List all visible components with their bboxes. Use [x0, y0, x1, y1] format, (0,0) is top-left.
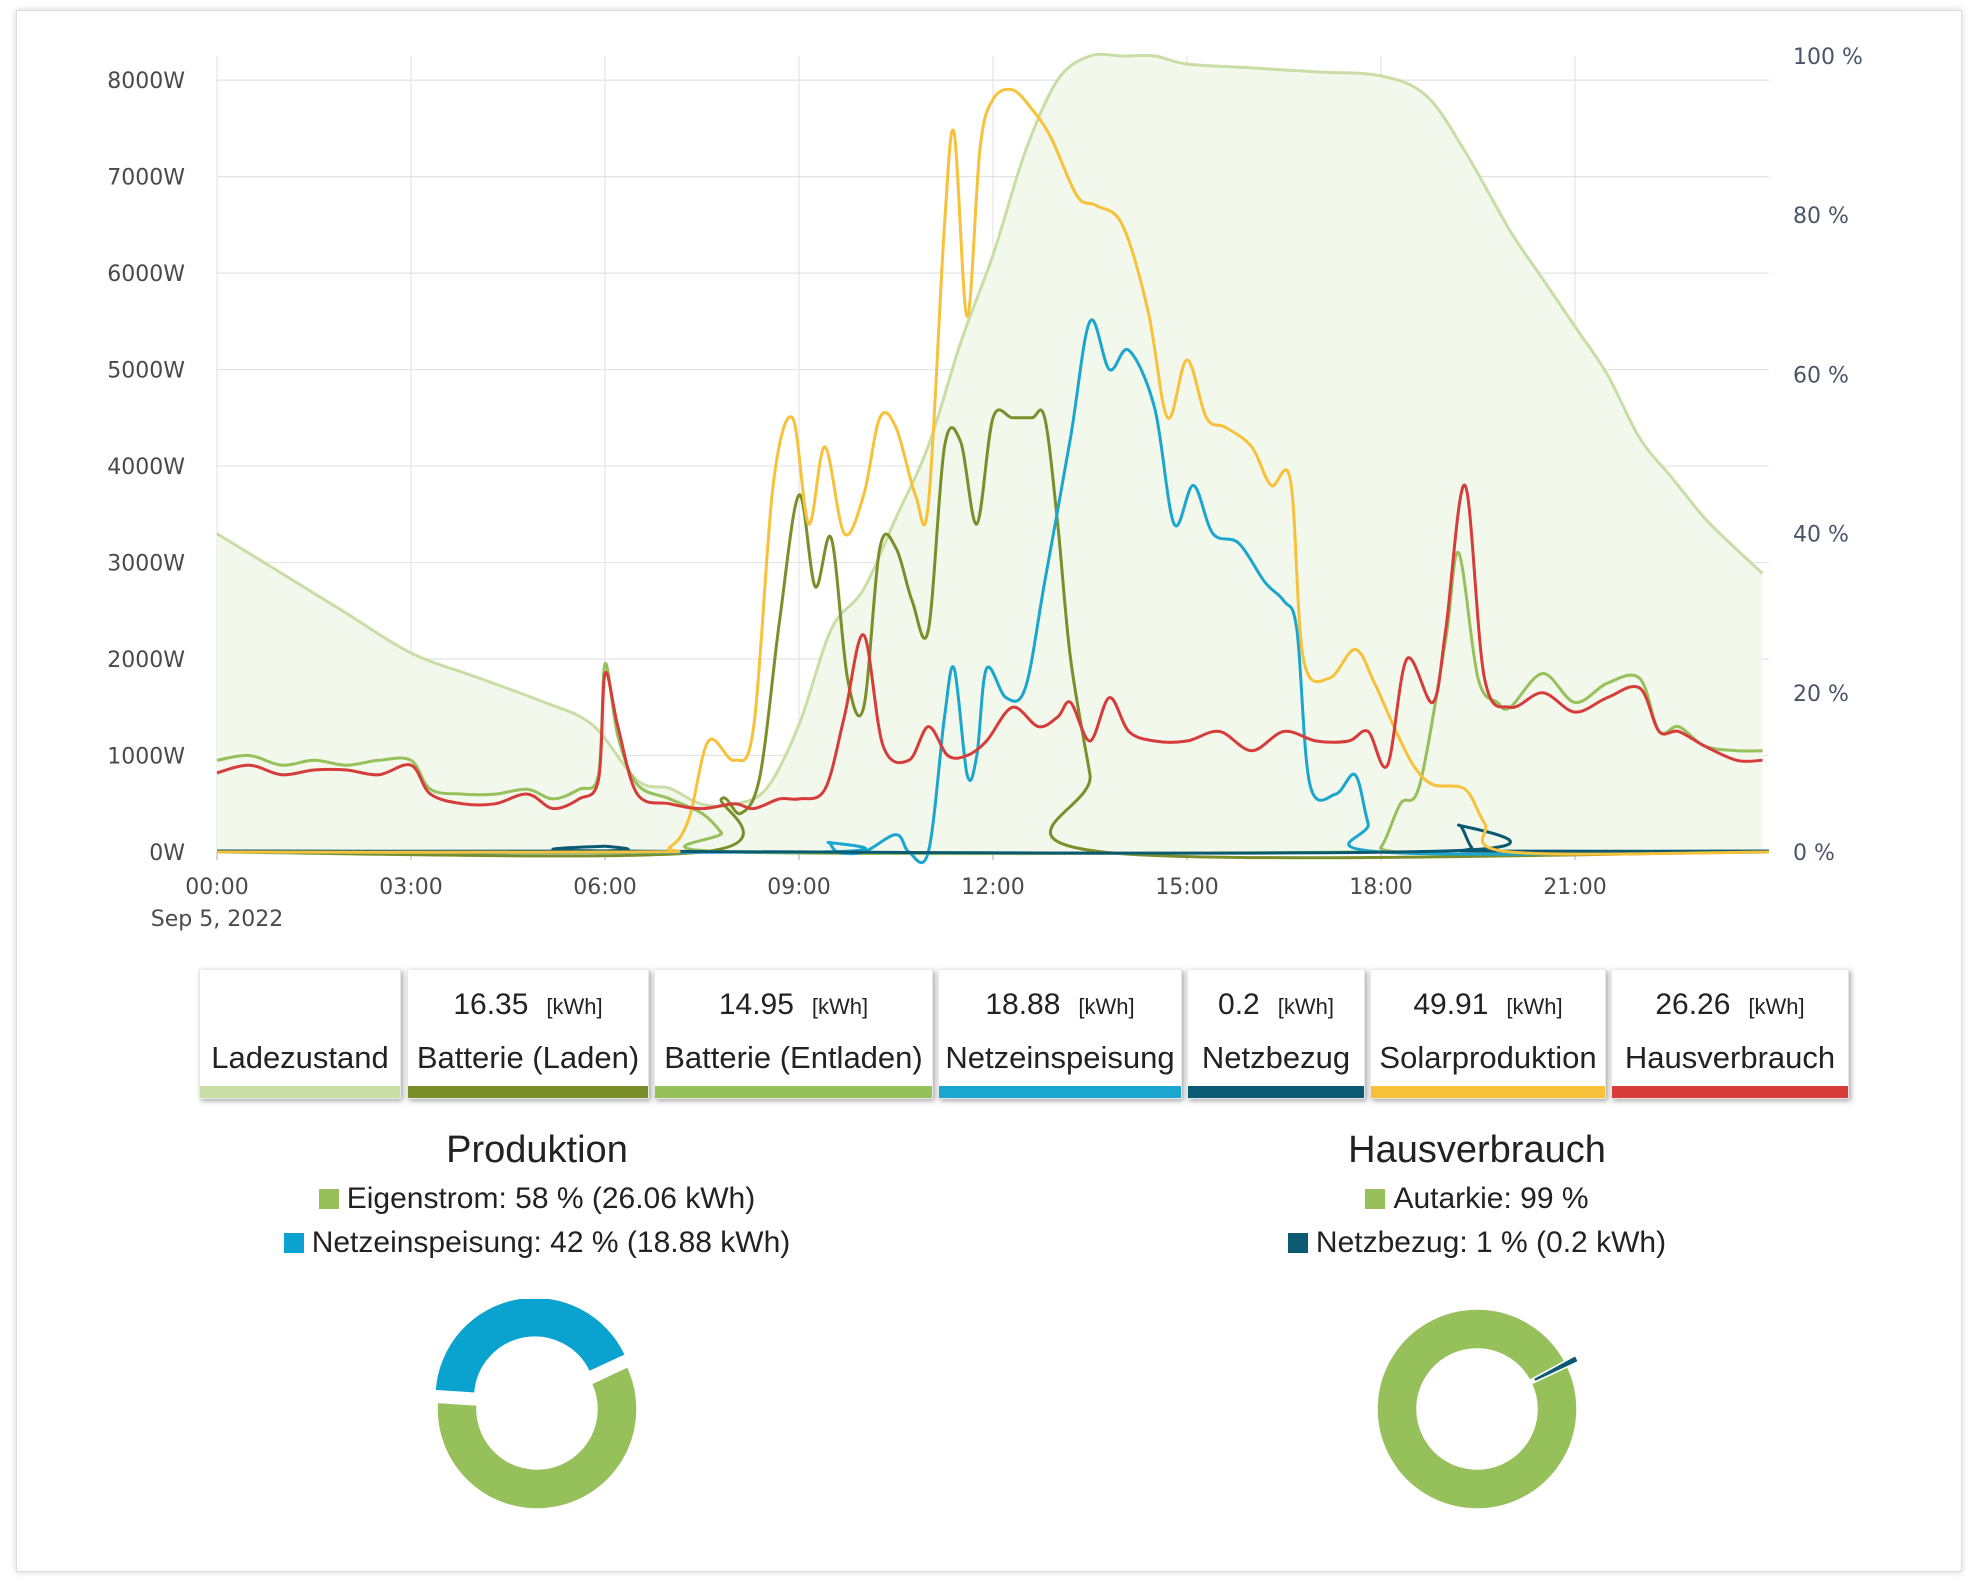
- legend-value-line: 16.35 [kWh]: [408, 988, 648, 1022]
- x-tick-label: 06:00: [573, 875, 636, 900]
- hausverbrauch-legend-autarkie: Autarkie: 99 %: [1137, 1182, 1817, 1216]
- legend-batterie-laden[interactable]: 16.35 [kWh] Batterie (Laden): [407, 969, 649, 1099]
- eigenstrom-slice[interactable]: [436, 1365, 638, 1510]
- series-line-netzeinspeisung: [216, 318, 1770, 865]
- legend-ladezustand[interactable]: Ladezustand: [199, 969, 401, 1099]
- legend-batterie-entladen[interactable]: 14.95 [kWh] Batterie (Entladen): [654, 969, 933, 1099]
- line-layer: [216, 52, 1770, 865]
- legend-color-bar: [200, 1086, 400, 1098]
- series-line-bat_laden: [216, 408, 1770, 860]
- produktion-legend-eigenstrom: Eigenstrom: 58 % (26.06 kWh): [197, 1182, 877, 1216]
- date-label: Sep 5, 2022: [151, 907, 283, 932]
- legend-unit: [kWh]: [1506, 994, 1563, 1019]
- series-area-soc: [217, 54, 1763, 852]
- x-tick-label: 21:00: [1543, 875, 1606, 900]
- legend-color-bar: [1188, 1086, 1364, 1098]
- autarkie-slice[interactable]: [1376, 1308, 1578, 1510]
- legend-value: 26.26: [1655, 988, 1731, 1021]
- legend-label: Solarproduktion: [1379, 1040, 1597, 1075]
- legend-unit: [kWh]: [546, 994, 603, 1019]
- autarkie-swatch: [1365, 1189, 1386, 1209]
- x-tick-label: 03:00: [379, 875, 442, 900]
- produktion-donut: [434, 1299, 638, 1510]
- y-right-tick-label: 20 %: [1793, 682, 1849, 707]
- netzbezug-text: Netzbezug: 1 % (0.2 kWh): [1315, 1226, 1667, 1259]
- area-layer: [217, 54, 1763, 852]
- legend-label: Netzbezug: [1201, 1040, 1351, 1075]
- legend-value-line: 14.95 [kWh]: [655, 988, 932, 1022]
- legend-label: Ladezustand: [211, 1040, 389, 1075]
- x-tick-label: 09:00: [767, 875, 830, 900]
- legend-label: Hausverbrauch: [1624, 1040, 1836, 1075]
- legend-label: Batterie (Laden): [416, 1040, 640, 1075]
- legend-color-bar: [1371, 1086, 1605, 1098]
- legend-value-line: 26.26 [kWh]: [1612, 988, 1848, 1022]
- legend-value: 18.88: [985, 988, 1061, 1021]
- series-line-hausverbrauch: [216, 483, 1763, 811]
- legend-value: 16.35: [453, 988, 529, 1021]
- legend-label: Batterie (Entladen): [664, 1040, 923, 1075]
- series-line-solar: [216, 87, 1770, 856]
- legend-netzeinspeisung[interactable]: 18.88 [kWh] Netzeinspeisung: [938, 969, 1182, 1099]
- y-left-tick-label: 3000W: [107, 552, 185, 577]
- legend-unit: [kWh]: [1078, 994, 1135, 1019]
- y-left-tick-label: 2000W: [107, 648, 185, 673]
- energy-card: 0W 1000W 2000W 3000W 4000W 5000W 6000W 7000W 800…: [16, 10, 1962, 1572]
- y-left-tick-label: 7000W: [107, 166, 185, 191]
- y-right-tick-label: 100 %: [1793, 45, 1863, 70]
- produktion-legend-netzeinspeisung: Netzeinspeisung: 42 % (18.88 kWh): [197, 1226, 877, 1260]
- hausverbrauch-donut: [1376, 1308, 1580, 1510]
- legend-unit: [kWh]: [1277, 994, 1334, 1019]
- axis-layer: 0W 1000W 2000W 3000W 4000W 5000W 6000W 7000W 800…: [107, 45, 1863, 932]
- produktion-block: Produktion Eigenstrom: 58 % (26.06 kWh) …: [197, 1129, 877, 1510]
- x-tick-label: 18:00: [1349, 875, 1412, 900]
- produktion-title: Produktion: [446, 1129, 628, 1171]
- netzbezug-swatch: [1287, 1233, 1308, 1253]
- legend-color-bar: [939, 1086, 1181, 1098]
- y-right-tick-label: 40 %: [1793, 523, 1849, 548]
- hausverbrauch-block: Hausverbrauch Autarkie: 99 % Netzbezug: …: [1137, 1129, 1817, 1510]
- netzbezug-slice[interactable]: [1532, 1354, 1580, 1383]
- legend-solarproduktion[interactable]: 49.91 [kWh] Solarproduktion: [1370, 969, 1606, 1099]
- x-tick-label: 15:00: [1155, 875, 1218, 900]
- hausverbrauch-title: Hausverbrauch: [1348, 1129, 1606, 1171]
- y-right-tick-label: 60 %: [1793, 363, 1849, 388]
- legend-value-line: 18.88 [kWh]: [939, 988, 1181, 1022]
- y-right-tick-label: 80 %: [1793, 204, 1849, 229]
- legend-value-line: 0.2 [kWh]: [1188, 988, 1364, 1022]
- x-tick-label: 00:00: [185, 875, 248, 900]
- netzeinspeisung-slice[interactable]: [434, 1299, 627, 1395]
- eigenstrom-swatch: [318, 1189, 339, 1209]
- legend-color-bar: [408, 1086, 648, 1098]
- x-tick-label: 12:00: [961, 875, 1024, 900]
- legend-value-line: 49.91 [kWh]: [1371, 988, 1605, 1022]
- y-right-tick-label: 0 %: [1793, 841, 1835, 866]
- y-left-tick-label: 5000W: [107, 359, 185, 384]
- legend-unit: [kWh]: [1748, 994, 1805, 1019]
- legend-color-bar: [655, 1086, 932, 1098]
- y-left-tick-label: 1000W: [107, 745, 185, 770]
- hausverbrauch-legend-netzbezug: Netzbezug: 1 % (0.2 kWh): [1137, 1226, 1817, 1260]
- y-left-tick-label: 6000W: [107, 262, 185, 287]
- eigenstrom-text: Eigenstrom: 58 % (26.06 kWh): [346, 1182, 756, 1215]
- legend-hausverbrauch[interactable]: 26.26 [kWh] Hausverbrauch: [1611, 969, 1849, 1099]
- legend-value: 14.95: [718, 988, 794, 1021]
- netzeinspeisung-text: Netzeinspeisung: 42 % (18.88 kWh): [311, 1226, 791, 1259]
- legend-color-bar: [1612, 1086, 1848, 1098]
- legend-unit: [kWh]: [811, 994, 869, 1019]
- netzeinspeisung-swatch: [283, 1233, 304, 1253]
- legend-netzbezug[interactable]: 0.2 [kWh] Netzbezug: [1187, 969, 1365, 1099]
- legend-value: 0.2: [1218, 988, 1260, 1021]
- legend-label: Netzeinspeisung: [945, 1040, 1175, 1075]
- y-left-tick-label: 4000W: [107, 455, 185, 480]
- y-left-tick-label: 8000W: [107, 69, 185, 94]
- energy-line-chart: 0W 1000W 2000W 3000W 4000W 5000W 6000W 7000W 800…: [107, 45, 1863, 932]
- legend-value: 49.91: [1413, 988, 1489, 1021]
- autarkie-text: Autarkie: 99 %: [1393, 1182, 1589, 1215]
- y-left-tick-label: 0W: [149, 841, 185, 866]
